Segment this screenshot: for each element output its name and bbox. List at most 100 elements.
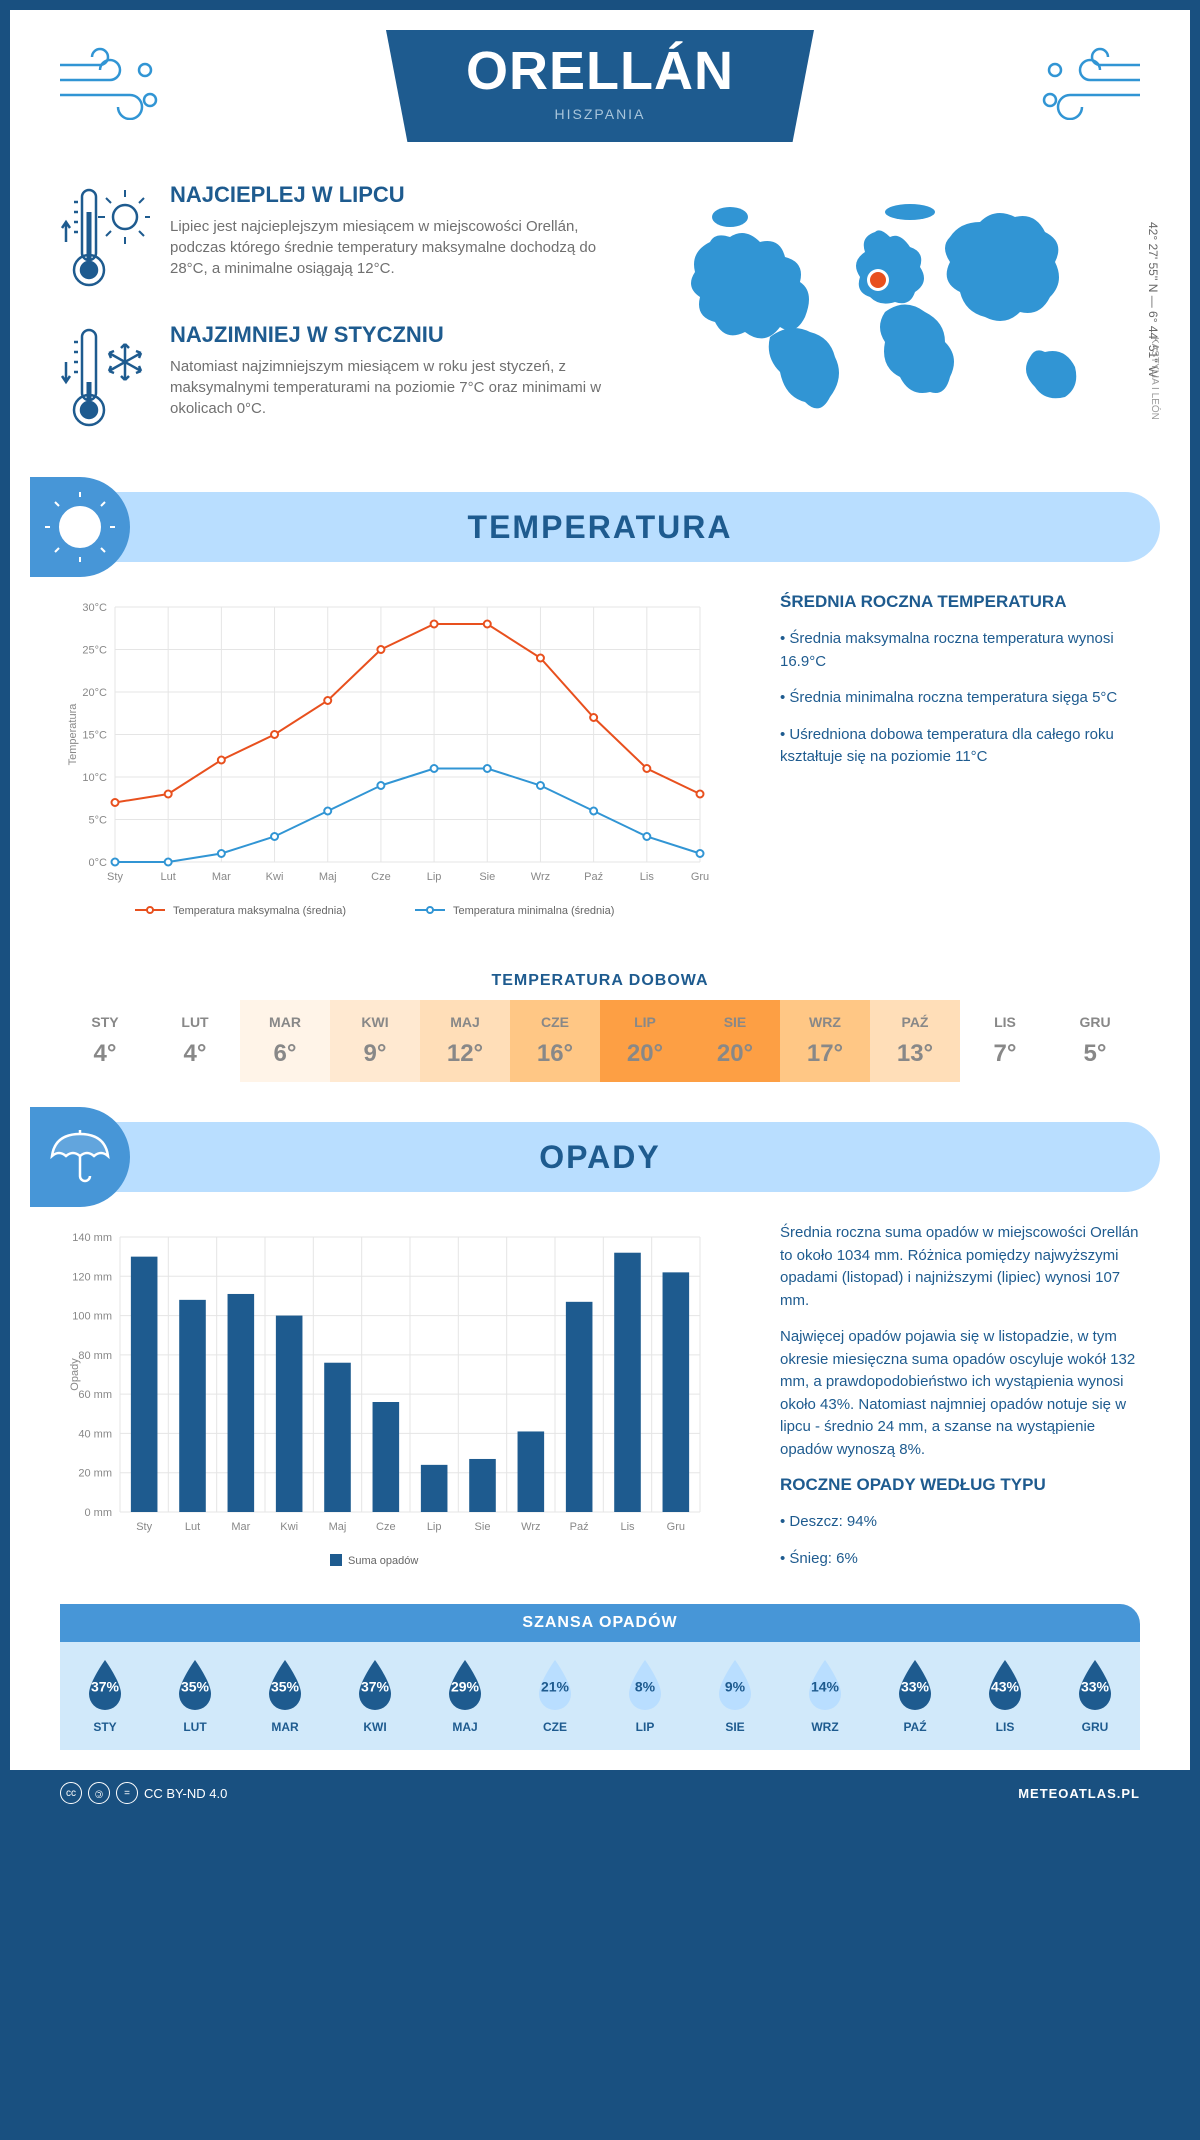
drop-icon: 35%: [173, 1658, 217, 1712]
svg-text:Lis: Lis: [640, 871, 655, 883]
precipitation-section: 0 mm20 mm40 mm60 mm80 mm100 mm120 mm140 …: [10, 1192, 1190, 1604]
temperature-summary: ŚREDNIA ROCZNA TEMPERATURA • Średnia mak…: [780, 592, 1140, 932]
daily-cell: LIS7°: [960, 1000, 1050, 1082]
precip-chance-row: 37%STY35%LUT35%MAR37%KWI29%MAJ21%CZE8%LI…: [60, 1642, 1140, 1750]
svg-text:40 mm: 40 mm: [78, 1428, 112, 1440]
drop-icon: 14%: [803, 1658, 847, 1712]
summary-text: Średnia roczna suma opadów w miejscowośc…: [780, 1222, 1140, 1312]
country-subtitle: HISZPANIA: [466, 106, 734, 122]
thermometer-cold-icon: [60, 322, 150, 432]
drop-month: MAJ: [420, 1720, 510, 1734]
drop-cell: 8% LIP: [600, 1658, 690, 1734]
drop-icon: 33%: [1073, 1658, 1117, 1712]
drop-cell: 21%CZE: [510, 1658, 600, 1734]
svg-text:Lip: Lip: [427, 871, 442, 883]
drop-percent: 37%: [361, 1679, 389, 1695]
section-header-precipitation: OPADY: [40, 1122, 1160, 1192]
drop-cell: 33%PAŹ: [870, 1658, 960, 1734]
title-banner: ORELLÁN HISZPANIA: [386, 30, 814, 142]
svg-text:Sie: Sie: [475, 1521, 491, 1533]
top-row: NAJCIEPLEJ W LIPCU Lipiec jest najcieple…: [10, 152, 1190, 492]
daily-value: 17°: [784, 1040, 866, 1068]
svg-text:Sie: Sie: [479, 871, 495, 883]
precip-type-rain: • Deszcz: 94%: [780, 1511, 1140, 1534]
by-icon: 🄯: [88, 1782, 110, 1804]
daily-value: 20°: [604, 1040, 686, 1068]
drop-icon: 35%: [263, 1658, 307, 1712]
section-title: OPADY: [539, 1139, 660, 1176]
drop-icon: 8%: [623, 1658, 667, 1712]
drop-percent: 21%: [541, 1679, 569, 1695]
svg-text:Kwi: Kwi: [266, 871, 284, 883]
svg-text:Maj: Maj: [319, 871, 337, 883]
page: ORELLÁN HISZPANIA NAJCIEPLEJ W LIPCU Lip…: [10, 10, 1190, 1816]
header: ORELLÁN HISZPANIA: [10, 10, 1190, 152]
fact-coldest: NAJZIMNIEJ W STYCZNIU Natomiast najzimni…: [60, 322, 620, 432]
daily-month: PAŹ: [874, 1014, 956, 1030]
daily-cell: WRZ 17°: [780, 1000, 870, 1082]
svg-text:Temperatura minimalna (średnia: Temperatura minimalna (średnia): [453, 905, 614, 917]
fact-content: NAJZIMNIEJ W STYCZNIU Natomiast najzimni…: [170, 322, 620, 432]
precip-type-title: ROCZNE OPADY WEDŁUG TYPU: [780, 1475, 1140, 1495]
drop-percent: 33%: [901, 1679, 929, 1695]
license-block: cc 🄯 = CC BY-ND 4.0: [60, 1782, 227, 1804]
daily-value: 4°: [64, 1040, 146, 1068]
drop-month: STY: [60, 1720, 150, 1734]
summary-bullet: • Średnia minimalna roczna temperatura s…: [780, 687, 1140, 710]
daily-month: WRZ: [784, 1014, 866, 1030]
svg-text:140 mm: 140 mm: [72, 1232, 112, 1244]
svg-text:15°C: 15°C: [82, 730, 107, 742]
svg-text:Paź: Paź: [570, 1521, 589, 1533]
daily-cell: CZE16°: [510, 1000, 600, 1082]
svg-text:Kwi: Kwi: [280, 1521, 298, 1533]
drop-month: LIP: [600, 1720, 690, 1734]
cc-icon: cc: [60, 1782, 82, 1804]
svg-text:30°C: 30°C: [82, 602, 107, 614]
daily-month: GRU: [1054, 1014, 1136, 1030]
daily-month: MAJ: [424, 1014, 506, 1030]
svg-text:Sty: Sty: [136, 1521, 152, 1533]
drop-icon: 29%: [443, 1658, 487, 1712]
svg-text:Gru: Gru: [691, 871, 709, 883]
fact-content: NAJCIEPLEJ W LIPCU Lipiec jest najcieple…: [170, 182, 620, 292]
svg-text:25°C: 25°C: [82, 645, 107, 657]
daily-value: 20°: [694, 1040, 776, 1068]
fact-text: Natomiast najzimniejszym miesiącem w rok…: [170, 356, 620, 419]
summary-bullet: • Uśredniona dobowa temperatura dla całe…: [780, 724, 1140, 769]
drop-percent: 33%: [1081, 1679, 1109, 1695]
drop-cell: 33%GRU: [1050, 1658, 1140, 1734]
svg-text:Temperatura: Temperatura: [67, 703, 79, 766]
svg-text:0 mm: 0 mm: [85, 1507, 113, 1519]
drop-icon: 9%: [713, 1658, 757, 1712]
drop-percent: 8%: [635, 1679, 655, 1695]
thermometer-hot-icon: [60, 182, 150, 292]
drop-percent: 29%: [451, 1679, 479, 1695]
drop-percent: 35%: [181, 1679, 209, 1695]
daily-value: 16°: [514, 1040, 596, 1068]
daily-cell: LUT4°: [150, 1000, 240, 1082]
daily-month: LIP: [604, 1014, 686, 1030]
daily-cell: SIE20°: [690, 1000, 780, 1082]
license-text: CC BY-ND 4.0: [144, 1786, 227, 1801]
daily-cell: MAR6°: [240, 1000, 330, 1082]
daily-value: 5°: [1054, 1040, 1136, 1068]
svg-text:Cze: Cze: [371, 871, 391, 883]
daily-month: LIS: [964, 1014, 1046, 1030]
drop-cell: 35%LUT: [150, 1658, 240, 1734]
city-title: ORELLÁN: [466, 40, 734, 102]
drop-icon: 43%: [983, 1658, 1027, 1712]
daily-value: 9°: [334, 1040, 416, 1068]
summary-text: Najwięcej opadów pojawia się w listopadz…: [780, 1326, 1140, 1461]
svg-text:Opady: Opady: [69, 1358, 81, 1391]
svg-text:Mar: Mar: [212, 871, 231, 883]
sun-icon: [30, 477, 130, 577]
daily-value: 4°: [154, 1040, 236, 1068]
daily-month: KWI: [334, 1014, 416, 1030]
svg-text:Cze: Cze: [376, 1521, 396, 1533]
daily-month: MAR: [244, 1014, 326, 1030]
precip-chance-title: SZANSA OPADÓW: [60, 1604, 1140, 1642]
drop-cell: 9%SIE: [690, 1658, 780, 1734]
drop-icon: 21%: [533, 1658, 577, 1712]
footer: cc 🄯 = CC BY-ND 4.0 METEOATLAS.PL: [10, 1770, 1190, 1816]
world-map: 42° 27' 55'' N — 6° 44' 51'' W KASTYLIA …: [660, 182, 1140, 462]
